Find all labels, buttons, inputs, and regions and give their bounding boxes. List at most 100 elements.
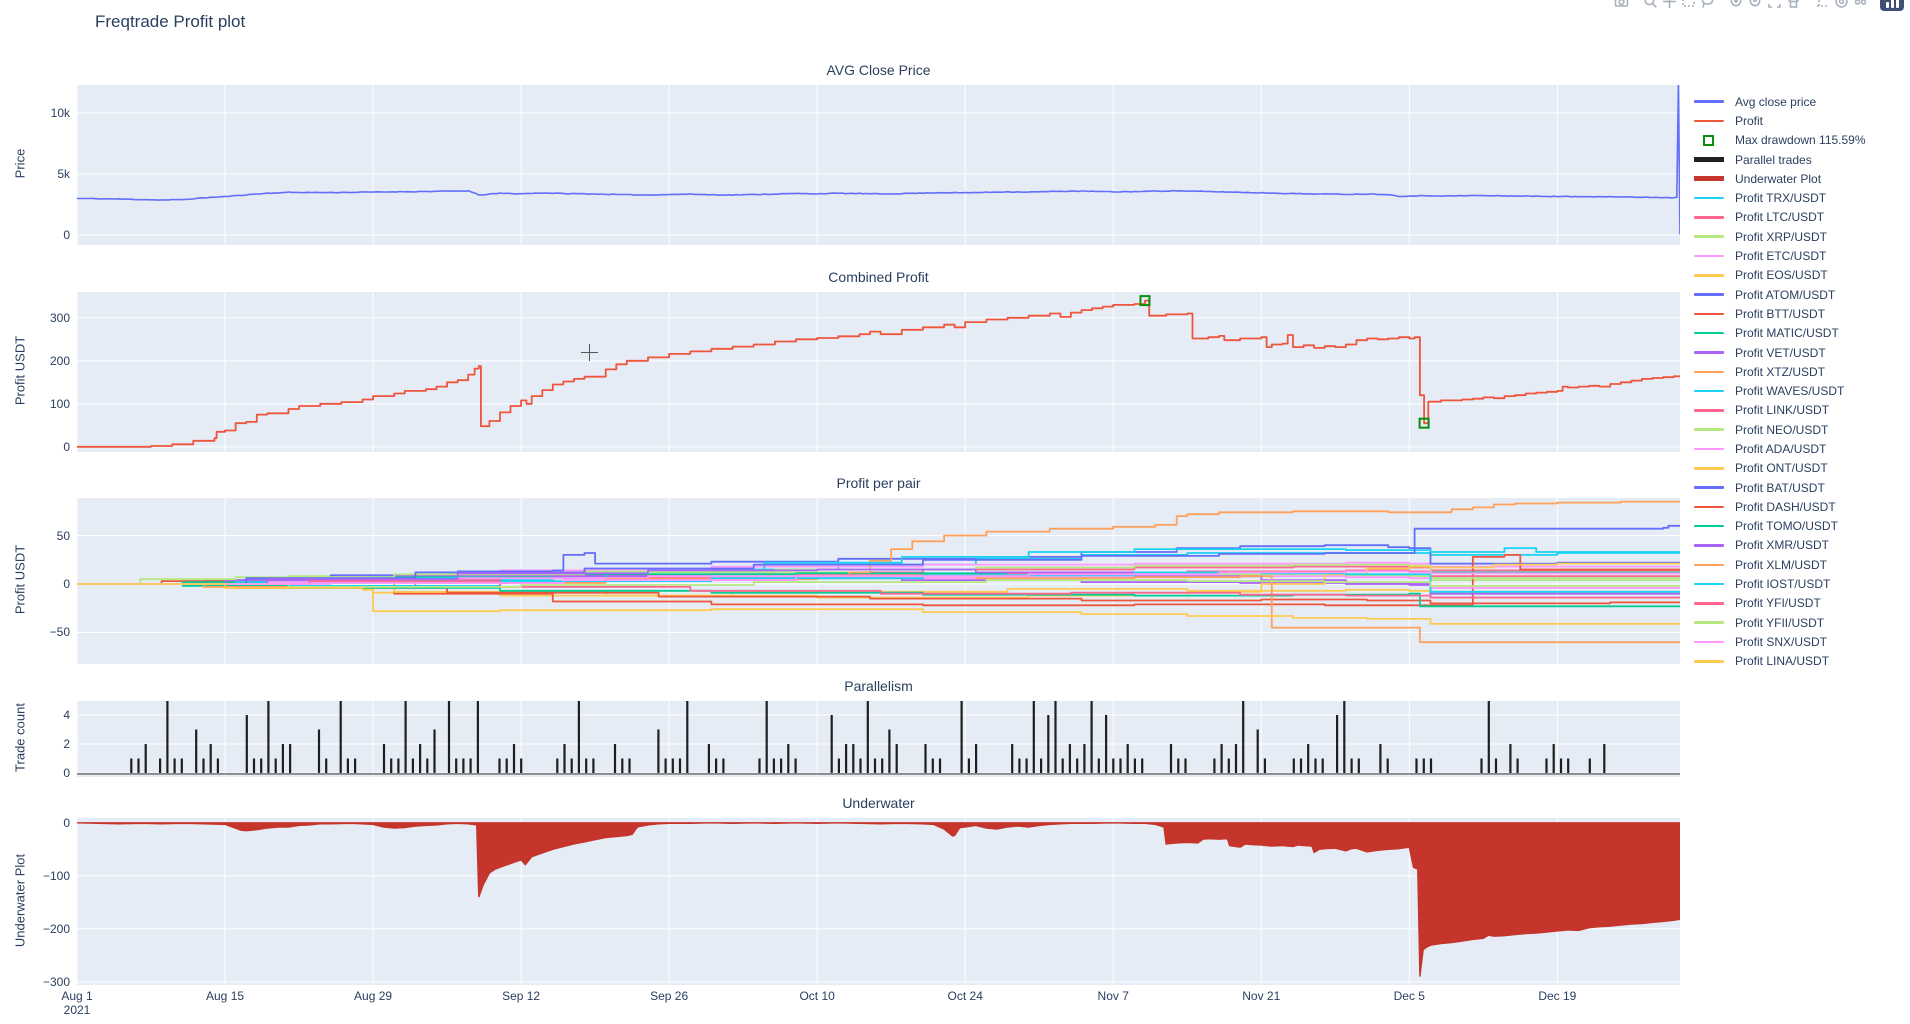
legend-item-profit-bat-usdt[interactable]: Profit BAT/USDT	[1694, 478, 1866, 497]
parallel-trades-bar	[678, 758, 682, 773]
legend-item-profit-neo-usdt[interactable]: Profit NEO/USDT	[1694, 420, 1866, 439]
legend-item-profit-iost-usdt[interactable]: Profit IOST/USDT	[1694, 574, 1866, 593]
parallel-trades-bar	[390, 758, 393, 773]
parallel-trades-bar	[433, 729, 436, 773]
modebar-box-select-icon[interactable]	[1679, 0, 1698, 11]
legend-item-profit-vet-usdt[interactable]: Profit VET/USDT	[1694, 343, 1866, 362]
legend-item-profit-xrp-usdt[interactable]: Profit XRP/USDT	[1694, 227, 1866, 246]
parallel-trades-bar	[159, 758, 162, 773]
modebar-camera-icon[interactable]	[1612, 0, 1631, 11]
parallel-trades-bar	[722, 758, 725, 773]
modebar-pan-icon[interactable]	[1660, 0, 1679, 11]
y-axis-title-price: Price	[12, 148, 28, 179]
legend-item-parallel-trades[interactable]: Parallel trades	[1694, 150, 1866, 169]
legend-item-profit-xtz-usdt[interactable]: Profit XTZ/USDT	[1694, 362, 1866, 381]
legend-item-profit-dash-usdt[interactable]: Profit DASH/USDT	[1694, 497, 1866, 516]
parallel-trades-bar	[1509, 744, 1512, 773]
legend-label: Profit ATOM/USDT	[1735, 287, 1836, 302]
legend-label: Parallel trades	[1735, 152, 1812, 167]
parallel-trades-bar	[1552, 744, 1555, 773]
legend-item-profit-snx-usdt[interactable]: Profit SNX/USDT	[1694, 632, 1866, 651]
legend-item-max-drawdown-115-59[interactable]: Max drawdown 115.59%	[1694, 131, 1866, 150]
legend-swatch-line	[1694, 640, 1728, 644]
y-tick-label: 200	[49, 353, 70, 368]
legend-item-profit-xmr-usdt[interactable]: Profit XMR/USDT	[1694, 536, 1866, 555]
plotly-logo-icon[interactable]	[1880, 0, 1904, 11]
parallel-trades-bar	[267, 701, 270, 773]
profit-bat-usdt-line	[77, 524, 1680, 585]
parallel-trades-bar	[837, 758, 840, 773]
parallel-trades-bar	[787, 744, 790, 773]
legend-item-profit-xlm-usdt[interactable]: Profit XLM/USDT	[1694, 555, 1866, 574]
legend-label: Profit XLM/USDT	[1735, 557, 1828, 572]
modebar-toggle-spikelines-icon[interactable]	[1813, 0, 1832, 11]
parallel-trades-bar	[1112, 758, 1115, 773]
profit-ada-usdt-swatch	[1694, 447, 1724, 451]
plot-area-parallelism[interactable]	[77, 701, 1680, 777]
parallel-trades-bar	[758, 758, 761, 773]
parallel-trades-bar	[960, 701, 963, 773]
modebar-hover-closest-icon[interactable]	[1832, 0, 1851, 11]
plot-area-combined-profit[interactable]	[77, 292, 1680, 452]
legend-item-profit[interactable]: Profit	[1694, 111, 1866, 130]
modebar-autoscale-icon[interactable]	[1765, 0, 1784, 11]
legend-item-profit-lina-usdt[interactable]: Profit LINA/USDT	[1694, 652, 1866, 671]
x-tick-label: Nov 21	[1242, 989, 1281, 1003]
plot-area-avg-close-price[interactable]	[77, 85, 1680, 245]
legend-item-profit-matic-usdt[interactable]: Profit MATIC/USDT	[1694, 324, 1866, 343]
parallel-trades-bar	[202, 758, 205, 773]
legend-item-profit-link-usdt[interactable]: Profit LINK/USDT	[1694, 401, 1866, 420]
legend-item-profit-tomo-usdt[interactable]: Profit TOMO/USDT	[1694, 517, 1866, 536]
profit-lina-usdt-swatch	[1694, 660, 1724, 663]
modebar-hover-compare-icon[interactable]	[1851, 0, 1870, 11]
legend-swatch-line	[1694, 351, 1728, 354]
parallel-trades-bar	[765, 701, 768, 773]
parallel-trades-bar	[938, 758, 942, 773]
subplot-title-avg-close-price: AVG Close Price	[826, 62, 931, 78]
legend-item-profit-waves-usdt[interactable]: Profit WAVES/USDT	[1694, 381, 1866, 400]
parallel-trades-bar	[1169, 744, 1173, 773]
y-tick-label: 5k	[57, 167, 70, 182]
max-drawdown-marker[interactable]	[1418, 417, 1430, 429]
legend-item-profit-etc-usdt[interactable]: Profit ETC/USDT	[1694, 246, 1866, 265]
parallel-trades-bar	[1487, 701, 1490, 773]
parallel-trades-bar	[780, 758, 783, 773]
y-tick-label: 300	[49, 310, 70, 325]
modebar-lasso-select-icon[interactable]	[1698, 0, 1717, 11]
y-tick-label: −300	[42, 974, 70, 989]
modebar-zoom-out-icon[interactable]	[1746, 0, 1765, 11]
legend-item-profit-eos-usdt[interactable]: Profit EOS/USDT	[1694, 266, 1866, 285]
legend-item-profit-btt-usdt[interactable]: Profit BTT/USDT	[1694, 304, 1866, 323]
parallel-trades-bar	[1567, 758, 1570, 773]
legend-item-profit-ada-usdt[interactable]: Profit ADA/USDT	[1694, 439, 1866, 458]
parallel-trades-bar	[866, 701, 869, 773]
y-tick-label: 10k	[50, 106, 70, 121]
modebar-zoom-in-icon[interactable]	[1727, 0, 1746, 11]
parallel-trades-bar	[628, 758, 631, 773]
parallel-trades-bar	[419, 744, 422, 773]
profit-xtz-usdt-swatch	[1694, 370, 1724, 374]
legend-item-underwater-plot[interactable]: Underwater Plot	[1694, 169, 1866, 188]
legend-item-profit-ont-usdt[interactable]: Profit ONT/USDT	[1694, 459, 1866, 478]
max-drawdown-marker[interactable]	[1139, 295, 1151, 307]
legend-item-profit-atom-usdt[interactable]: Profit ATOM/USDT	[1694, 285, 1866, 304]
x-tick-label: Dec 5	[1393, 989, 1425, 1003]
legend-label: Profit VET/USDT	[1735, 345, 1826, 360]
parallel-trades-bar	[1422, 758, 1425, 773]
legend-item-profit-yfi-usdt[interactable]: Profit YFI/USDT	[1694, 594, 1866, 613]
legend-item-profit-yfii-usdt[interactable]: Profit YFII/USDT	[1694, 613, 1866, 632]
parallel-trades-bar	[166, 701, 169, 773]
parallel-trades-bar	[505, 758, 508, 773]
legend-item-avg-close-price[interactable]: Avg close price	[1694, 92, 1866, 111]
profit-btt-usdt-swatch	[1694, 312, 1724, 316]
parallel-trades-bar	[1343, 701, 1346, 773]
modebar-zoom-icon[interactable]	[1641, 0, 1660, 11]
modebar-reset-axes-icon[interactable]	[1784, 0, 1803, 11]
legend-label: Profit BTT/USDT	[1735, 306, 1826, 321]
legend-item-profit-trx-usdt[interactable]: Profit TRX/USDT	[1694, 188, 1866, 207]
legend-item-profit-ltc-usdt[interactable]: Profit LTC/USDT	[1694, 208, 1866, 227]
avg-close-price-line	[77, 85, 1680, 235]
x-tick-label: Sep 12	[502, 989, 541, 1003]
